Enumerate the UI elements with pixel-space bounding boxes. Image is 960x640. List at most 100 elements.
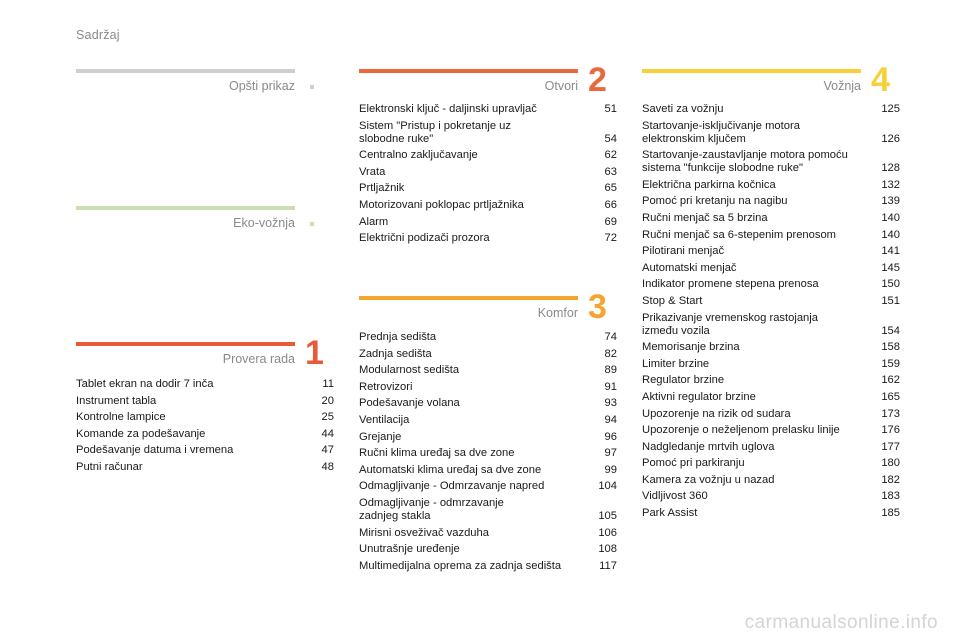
toc-entry[interactable]: Sistem "Pristup i pokretanje uz slobodne…	[359, 120, 617, 146]
toc-entry[interactable]: Električna parkirna kočnica 132	[642, 179, 900, 192]
toc-entry[interactable]: Startovanje-zaustavljanje motora pomoću …	[642, 149, 900, 175]
toc-entry[interactable]: Instrument tabla 20	[76, 395, 334, 408]
toc-entry-title: Automatski menjač	[642, 261, 737, 274]
toc-entry[interactable]: Regulator brzine 162	[642, 374, 900, 387]
toc-entry-page: 176	[881, 424, 900, 437]
toc-entry-page: 96	[604, 430, 617, 443]
toc-entry-title: Vrata	[359, 165, 386, 178]
toc-entry-page: 140	[881, 228, 900, 241]
toc-entry-page: 117	[599, 559, 617, 572]
section-marker	[310, 85, 314, 89]
toc-entry[interactable]: Prikazivanje vremenskog rastojanja izmeđ…	[642, 312, 900, 338]
toc-entry[interactable]: Stop & Start 151	[642, 295, 900, 308]
toc-entry-page: 132	[881, 178, 900, 191]
toc-entry[interactable]: Park Assist 185	[642, 507, 900, 520]
toc-entry-page: 183	[881, 490, 900, 503]
toc-entry[interactable]: Putni računar 48	[76, 461, 334, 474]
toc-entry-title: Grejanje	[359, 430, 402, 443]
toc-entry[interactable]: Alarm 69	[359, 216, 617, 229]
toc-entry-page: 165	[881, 390, 900, 403]
toc-entry[interactable]: Tablet ekran na dodir 7 inča 11	[76, 378, 334, 391]
toc-entry[interactable]: Mirisni osveživač vazduha 106	[359, 527, 617, 540]
toc-entry-page: 66	[604, 198, 617, 211]
toc-entry[interactable]: Kontrolne lampice 25	[76, 411, 334, 424]
toc-entry[interactable]: Upozorenje o neželjenom prelasku linije 1…	[642, 424, 900, 437]
toc-entry[interactable]: Vrata 63	[359, 166, 617, 179]
toc-entry[interactable]: Ručni menjač sa 6-stepenim prenosom 140	[642, 229, 900, 242]
toc-entry[interactable]: Nadgledanje mrtvih uglova 177	[642, 441, 900, 454]
toc-entry[interactable]: Centralno zaključavanje 62	[359, 149, 617, 162]
toc-entry[interactable]: Ručni menjač sa 5 brzina 140	[642, 212, 900, 225]
toc-entry-title: Startovanje-zaustavljanje motora pomoću …	[642, 149, 848, 175]
toc-entry[interactable]: Podešavanje volana 93	[359, 397, 617, 410]
toc-entry[interactable]: Memorisanje brzina 158	[642, 341, 900, 354]
toc-entry-title: Park Assist	[642, 507, 698, 520]
page-header: Sadržaj	[76, 28, 120, 42]
toc-entry[interactable]: Automatski menjač 145	[642, 262, 900, 275]
toc-entry-page: 173	[881, 407, 900, 420]
toc-entry-page: 89	[604, 364, 617, 377]
toc-entry-title: Prednja sedišta	[359, 331, 437, 343]
toc-entry[interactable]: Vidljivost 360 183	[642, 490, 900, 503]
toc-entry[interactable]: Startovanje-isključivanje motora elektro…	[642, 120, 900, 146]
toc-entry-title: Tablet ekran na dodir 7 inča	[76, 378, 214, 390]
section-title: Provera rada	[222, 352, 295, 366]
toc-entry[interactable]: Podešavanje datuma i vremena 47	[76, 444, 334, 457]
toc-entry[interactable]: Pomoć pri parkiranju 180	[642, 457, 900, 470]
toc-entry[interactable]: Prtljažnik 65	[359, 182, 617, 195]
toc-entry[interactable]: Komande za podešavanje 44	[76, 428, 334, 441]
toc-entry[interactable]: Elektronski ključ - daljinski upravljač 5…	[359, 103, 617, 116]
toc-entry[interactable]: Modularnost sedišta 89	[359, 364, 617, 377]
toc-entry[interactable]: Pilotirani menjač 141	[642, 245, 900, 258]
toc-entry[interactable]: Grejanje 96	[359, 431, 617, 444]
toc-entry[interactable]: Retrovizori 91	[359, 381, 617, 394]
toc-entry[interactable]: Odmagljivanje - odmrzavanje zadnjeg stak…	[359, 497, 617, 523]
toc-entry[interactable]: Prednja sedišta 74	[359, 331, 617, 344]
toc-entry-title: Kamera za vožnju u nazad	[642, 473, 775, 486]
section-color-bar	[76, 342, 295, 346]
toc-entry-title: Prtljažnik	[359, 182, 405, 195]
section-title: Eko-vožnja	[233, 216, 295, 230]
toc-entry[interactable]: Automatski klima uređaj sa dve zone 99	[359, 464, 617, 477]
toc-entry-page: 25	[321, 411, 334, 424]
toc-entry-page: 182	[881, 473, 900, 486]
toc-entry[interactable]: Saveti za vožnju 125	[642, 103, 900, 116]
toc-entry-title: Električna parkirna kočnica	[642, 178, 776, 191]
toc-entry[interactable]: Odmagljivanje - Odmrzavanje napred 104	[359, 480, 617, 493]
toc-entry[interactable]: Multimedijalna oprema za zadnja sedišta 1…	[359, 560, 617, 573]
toc-entry-title: Kontrolne lampice	[76, 411, 166, 424]
toc-entry[interactable]: Pomoć pri kretanju na nagibu 139	[642, 195, 900, 208]
toc-entry[interactable]: Unutrašnje uređenje 108	[359, 543, 617, 556]
toc-entry[interactable]: Limiter brzine 159	[642, 358, 900, 371]
toc-entry[interactable]: Zadnja sedišta 82	[359, 348, 617, 361]
toc-entry[interactable]: Motorizovani poklopac prtljažnika 66	[359, 199, 617, 212]
toc-entry-page: 93	[604, 397, 617, 410]
toc-list: Prednja sedišta 74 Zadnja sedišta 82 Modular…	[359, 331, 617, 576]
toc-entry-page: 106	[598, 526, 617, 539]
toc-entry[interactable]: Kamera za vožnju u nazad 182	[642, 474, 900, 487]
toc-entry-title: Nadgledanje mrtvih uglova	[642, 440, 775, 453]
toc-entry[interactable]: Ručni klima uređaj sa dve zone 97	[359, 447, 617, 460]
toc-entry-title: Podešavanje volana	[359, 397, 460, 410]
toc-entry-page: 180	[881, 457, 900, 470]
toc-entry[interactable]: Ventilacija 94	[359, 414, 617, 427]
section-color-bar	[76, 206, 295, 210]
toc-entry-title: Odmagljivanje - Odmrzavanje napred	[359, 480, 545, 493]
section-color-bar	[642, 69, 861, 73]
toc-entry-title: Regulator brzine	[642, 374, 725, 387]
watermark: carmanualsonline.info	[744, 612, 938, 633]
toc-entry-title: Automatski klima uređaj sa dve zone	[359, 463, 542, 476]
toc-entry[interactable]: Indikator promene stepena prenosa 150	[642, 278, 900, 291]
toc-entry-title: Limiter brzine	[642, 357, 710, 370]
toc-entry-title: Ventilacija	[359, 413, 410, 426]
toc-entry-title: Multimedijalna oprema za zadnja sedišta	[359, 559, 562, 572]
toc-entry-page: 145	[881, 261, 900, 274]
toc-entry[interactable]: Električni podizači prozora 72	[359, 232, 617, 245]
toc-entry-title: Saveti za vožnju	[642, 103, 724, 115]
section-number: 2	[588, 61, 607, 99]
toc-entry[interactable]: Aktivni regulator brzine 165	[642, 391, 900, 404]
toc-entry-page: 47	[321, 444, 334, 457]
toc-entry[interactable]: Upozorenje na rizik od sudara 173	[642, 408, 900, 421]
section-number: 3	[588, 288, 607, 326]
toc-entry-page: 44	[321, 427, 334, 440]
